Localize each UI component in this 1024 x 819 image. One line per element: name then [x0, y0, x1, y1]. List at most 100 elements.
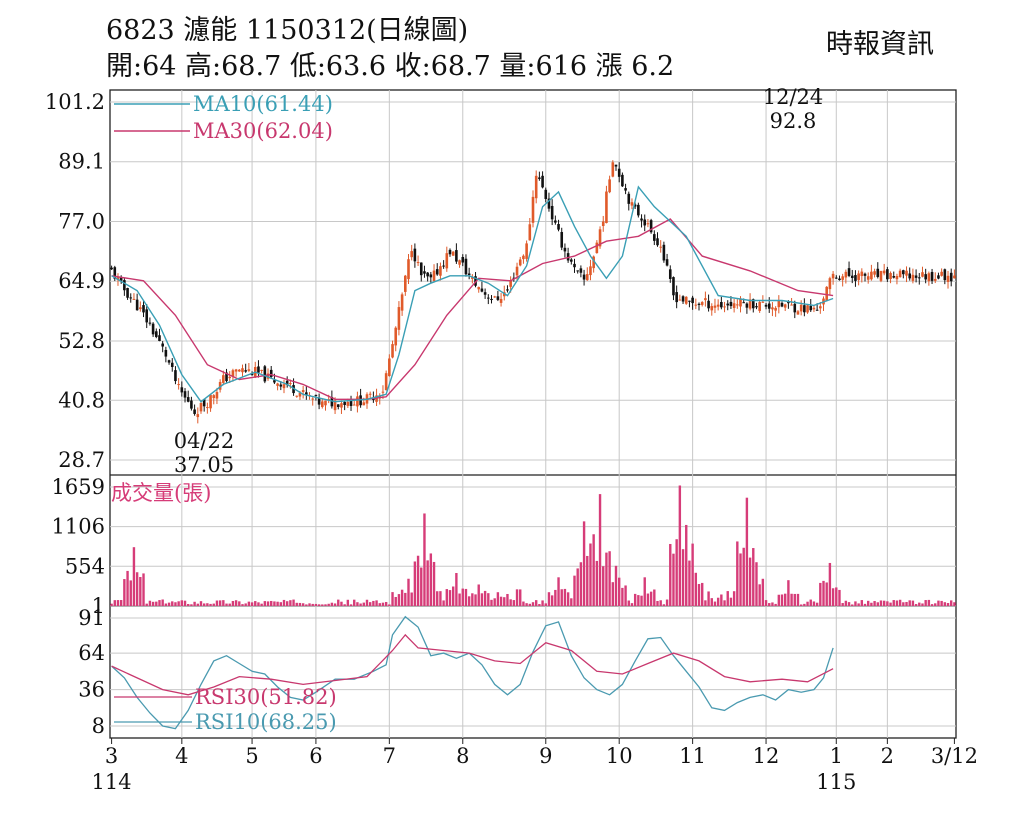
- candle-down: [767, 303, 771, 309]
- candle-down: [854, 275, 857, 281]
- volume-bar: [241, 604, 244, 606]
- candle-down: [110, 267, 113, 270]
- candle-down: [154, 331, 158, 337]
- volume-bar: [534, 600, 538, 606]
- volume-bar: [436, 591, 439, 606]
- volume-bar: [815, 602, 819, 606]
- candle-up: [260, 369, 263, 371]
- candle-up: [266, 373, 270, 379]
- volume-bar: [799, 604, 803, 606]
- volume-bar: [780, 594, 784, 606]
- volume-bar: [257, 602, 260, 606]
- candle-up: [391, 344, 394, 358]
- candle-up: [905, 270, 908, 276]
- volume-bar: [273, 601, 276, 606]
- volume-bar: [905, 601, 908, 606]
- candle-up: [694, 304, 698, 306]
- candle-down: [244, 370, 247, 372]
- candle-up: [531, 196, 535, 223]
- volume-bar: [190, 604, 193, 606]
- candle-down: [653, 234, 656, 241]
- volume-bar: [499, 596, 503, 606]
- candle-up: [857, 273, 860, 280]
- volume-bar: [764, 600, 768, 606]
- candle-up: [589, 266, 592, 276]
- candle-down: [751, 299, 755, 309]
- volume-bar: [914, 604, 918, 606]
- candle-up: [595, 242, 599, 254]
- candle-down: [633, 204, 637, 207]
- volume-bar: [656, 600, 659, 606]
- volume-bar: [723, 600, 726, 606]
- volume-bar: [337, 599, 340, 606]
- volume-bar: [368, 602, 372, 606]
- candle-down: [675, 292, 678, 303]
- candle-up: [700, 302, 704, 305]
- volume-bar: [238, 601, 241, 606]
- candle-up: [458, 260, 461, 265]
- candle-down: [617, 168, 621, 177]
- volume-bar: [298, 602, 302, 606]
- rsi-tick-label: 91: [78, 606, 105, 630]
- candle-down: [113, 267, 117, 279]
- rsi30-line: [111, 633, 834, 696]
- candle-down: [317, 398, 321, 405]
- volume-bar: [343, 604, 346, 606]
- volume-bar: [716, 597, 720, 606]
- volume-bar: [426, 560, 429, 606]
- candle-up: [499, 298, 503, 303]
- candle-down: [225, 372, 228, 382]
- volume-bar: [745, 497, 749, 606]
- volume-bar: [589, 543, 592, 606]
- candle-up: [196, 414, 200, 418]
- candle-up: [381, 391, 385, 393]
- high-date-label: 12/24: [763, 85, 824, 109]
- volume-bar: [340, 601, 343, 606]
- candle-down: [672, 277, 675, 296]
- candle-up: [493, 296, 496, 298]
- volume-bar: [761, 578, 765, 606]
- candle-down: [691, 297, 694, 304]
- price-tick-label: 52.8: [58, 329, 105, 353]
- volume-bar: [889, 602, 892, 606]
- volume-bar: [471, 593, 474, 606]
- volume-bar: [624, 585, 627, 606]
- candle-down: [129, 297, 133, 299]
- candle-up: [410, 251, 413, 258]
- volume-bar: [285, 601, 289, 606]
- volume-bar: [292, 599, 295, 606]
- candle-up: [713, 305, 717, 308]
- candle-up: [228, 376, 232, 379]
- volume-bar: [483, 590, 487, 606]
- candle-up: [346, 401, 350, 406]
- volume-bar: [410, 592, 413, 606]
- candle-up: [866, 276, 870, 280]
- candle-down: [550, 205, 554, 220]
- volume-bar: [557, 577, 560, 606]
- candle-down: [892, 276, 896, 278]
- candle-up: [384, 373, 388, 391]
- candle-up: [678, 299, 682, 301]
- volume-bar: [139, 576, 142, 606]
- volume-bar: [653, 589, 656, 606]
- volume-bar: [116, 600, 120, 606]
- candle-up: [659, 246, 662, 248]
- volume-bar: [768, 603, 771, 606]
- volume-bar: [879, 600, 883, 606]
- volume-bar: [790, 593, 793, 606]
- volume-bar: [755, 562, 758, 606]
- candle-down: [697, 303, 701, 305]
- candle-down: [847, 268, 851, 276]
- candle-up: [522, 255, 525, 260]
- volume-bar: [397, 594, 401, 606]
- month-label: 7: [383, 744, 396, 768]
- volume-bar: [378, 603, 381, 606]
- volume-bar: [423, 513, 426, 606]
- volume-bar: [694, 572, 698, 606]
- volume-bar: [882, 600, 886, 606]
- volume-bar: [704, 600, 707, 606]
- volume-bar: [407, 578, 410, 606]
- volume-bar: [892, 600, 895, 606]
- month-label: 3/12: [931, 744, 978, 768]
